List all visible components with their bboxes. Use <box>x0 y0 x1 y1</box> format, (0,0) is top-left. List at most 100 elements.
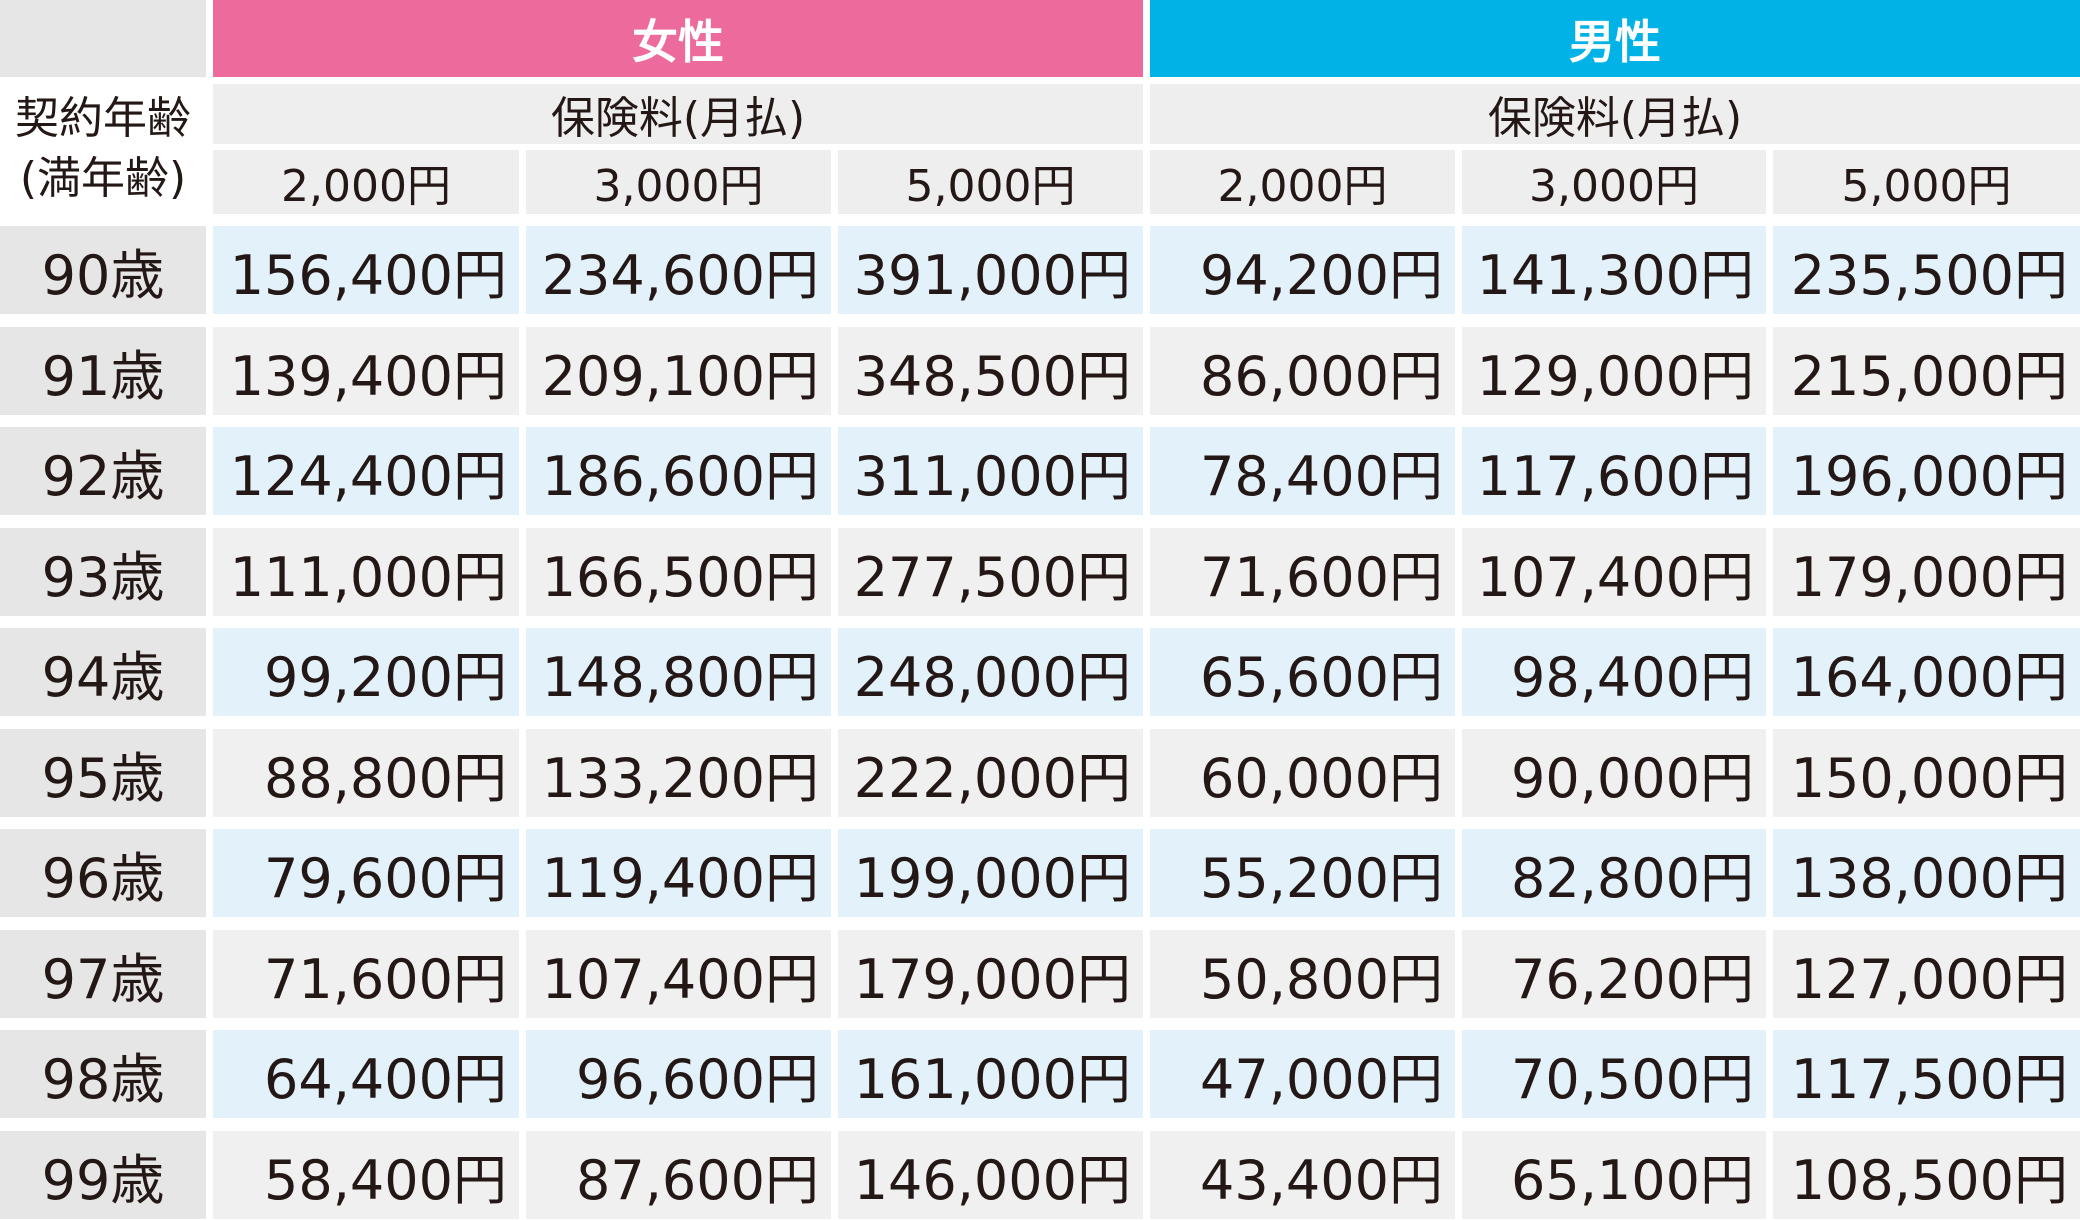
male-subheader-label: 保険料(月払) <box>1487 93 1743 144</box>
premium-cell: 127,000円 <box>1773 930 2080 1018</box>
age-cell: 98歳 <box>0 1030 206 1118</box>
premium-value: 348,500円 <box>853 344 1131 408</box>
premium-cell: 70,500円 <box>1462 1030 1766 1118</box>
age-label: 98歳 <box>41 1047 165 1111</box>
premium-cell: 156,400円 <box>213 226 519 314</box>
premium-value: 94,200円 <box>1200 243 1443 307</box>
premium-cell: 277,500円 <box>838 528 1143 616</box>
amount-header-label: 2,000円 <box>1217 161 1388 212</box>
premium-value: 148,800円 <box>541 645 819 709</box>
age-cell: 94歳 <box>0 628 206 716</box>
premium-value: 86,000円 <box>1200 344 1443 408</box>
premium-value: 133,200円 <box>541 746 819 810</box>
premium-cell: 146,000円 <box>838 1131 1143 1219</box>
age-cell: 91歳 <box>0 327 206 415</box>
premium-value: 186,600円 <box>541 444 819 508</box>
premium-value: 234,600円 <box>541 243 819 307</box>
age-cell: 95歳 <box>0 729 206 817</box>
age-label: 95歳 <box>41 746 165 810</box>
premium-cell: 50,800円 <box>1150 930 1455 1018</box>
premium-value: 235,500円 <box>1790 243 2068 307</box>
premium-cell: 199,000円 <box>838 829 1143 917</box>
age-label: 99歳 <box>41 1148 165 1212</box>
premium-cell: 117,500円 <box>1773 1030 2080 1118</box>
female-subheader: 保険料(月払) <box>213 84 1143 144</box>
premium-value: 164,000円 <box>1790 645 2068 709</box>
premium-cell: 71,600円 <box>213 930 519 1018</box>
amount-header-label: 3,000円 <box>593 161 764 212</box>
premium-cell: 82,800円 <box>1462 829 1766 917</box>
premium-cell: 87,600円 <box>526 1131 831 1219</box>
premium-value: 156,400円 <box>229 243 507 307</box>
premium-cell: 141,300円 <box>1462 226 1766 314</box>
premium-cell: 248,000円 <box>838 628 1143 716</box>
premium-cell: 161,000円 <box>838 1030 1143 1118</box>
male-subheader: 保険料(月払) <box>1150 84 2080 144</box>
premium-value: 209,100円 <box>541 344 819 408</box>
premium-value: 161,000円 <box>853 1047 1131 1111</box>
group-header-male: 男性 <box>1150 0 2080 77</box>
age-label: 91歳 <box>41 344 165 408</box>
premium-cell: 164,000円 <box>1773 628 2080 716</box>
premium-value: 70,500円 <box>1511 1047 1754 1111</box>
premium-value: 99,200円 <box>264 645 507 709</box>
premium-cell: 55,200円 <box>1150 829 1455 917</box>
premium-value: 311,000円 <box>853 444 1131 508</box>
premium-cell: 179,000円 <box>1773 528 2080 616</box>
age-header-line1: 契約年齢 <box>15 93 191 144</box>
premium-value: 277,500円 <box>853 545 1131 609</box>
premium-cell: 111,000円 <box>213 528 519 616</box>
premium-cell: 65,100円 <box>1462 1131 1766 1219</box>
premium-value: 87,600円 <box>576 1148 819 1212</box>
premium-value: 47,000円 <box>1200 1047 1443 1111</box>
premium-cell: 107,400円 <box>1462 528 1766 616</box>
premium-cell: 196,000円 <box>1773 427 2080 515</box>
amount-header-male-1: 2,000円 <box>1150 150 1455 214</box>
premium-value: 71,600円 <box>264 947 507 1011</box>
premium-value: 199,000円 <box>853 846 1131 910</box>
premium-value: 179,000円 <box>1790 545 2068 609</box>
premium-cell: 60,000円 <box>1150 729 1455 817</box>
premium-value: 117,500円 <box>1790 1047 2068 1111</box>
premium-value: 76,200円 <box>1511 947 1754 1011</box>
premium-cell: 88,800円 <box>213 729 519 817</box>
premium-value: 55,200円 <box>1200 846 1443 910</box>
premium-cell: 107,400円 <box>526 930 831 1018</box>
premium-cell: 148,800円 <box>526 628 831 716</box>
premium-cell: 71,600円 <box>1150 528 1455 616</box>
premium-value: 43,400円 <box>1200 1148 1443 1212</box>
age-cell: 99歳 <box>0 1131 206 1219</box>
amount-header-female-1: 2,000円 <box>213 150 519 214</box>
premium-value: 141,300円 <box>1476 243 1754 307</box>
age-header-line2: (満年齢) <box>19 153 187 204</box>
age-label: 93歳 <box>41 545 165 609</box>
premium-value: 60,000円 <box>1200 746 1443 810</box>
group-label-female: 女性 <box>632 14 724 69</box>
premium-value: 78,400円 <box>1200 444 1443 508</box>
premium-value: 146,000円 <box>853 1148 1131 1212</box>
premium-cell: 234,600円 <box>526 226 831 314</box>
premium-value: 71,600円 <box>1200 545 1443 609</box>
premium-cell: 391,000円 <box>838 226 1143 314</box>
premium-value: 124,400円 <box>229 444 507 508</box>
premium-cell: 78,400円 <box>1150 427 1455 515</box>
premium-value: 58,400円 <box>264 1148 507 1212</box>
premium-value: 150,000円 <box>1790 746 2068 810</box>
premium-cell: 43,400円 <box>1150 1131 1455 1219</box>
premium-value: 65,600円 <box>1200 645 1443 709</box>
premium-cell: 64,400円 <box>213 1030 519 1118</box>
premium-value: 65,100円 <box>1511 1148 1754 1212</box>
premium-cell: 108,500円 <box>1773 1131 2080 1219</box>
age-cell: 92歳 <box>0 427 206 515</box>
premium-value: 64,400円 <box>264 1047 507 1111</box>
premium-value: 248,000円 <box>853 645 1131 709</box>
premium-cell: 47,000円 <box>1150 1030 1455 1118</box>
premium-cell: 222,000円 <box>838 729 1143 817</box>
group-label-male: 男性 <box>1569 14 1661 69</box>
premium-cell: 99,200円 <box>213 628 519 716</box>
premium-cell: 215,000円 <box>1773 327 2080 415</box>
premium-value: 111,000円 <box>229 545 507 609</box>
premium-cell: 235,500円 <box>1773 226 2080 314</box>
premium-value: 166,500円 <box>541 545 819 609</box>
premium-value: 119,400円 <box>541 846 819 910</box>
